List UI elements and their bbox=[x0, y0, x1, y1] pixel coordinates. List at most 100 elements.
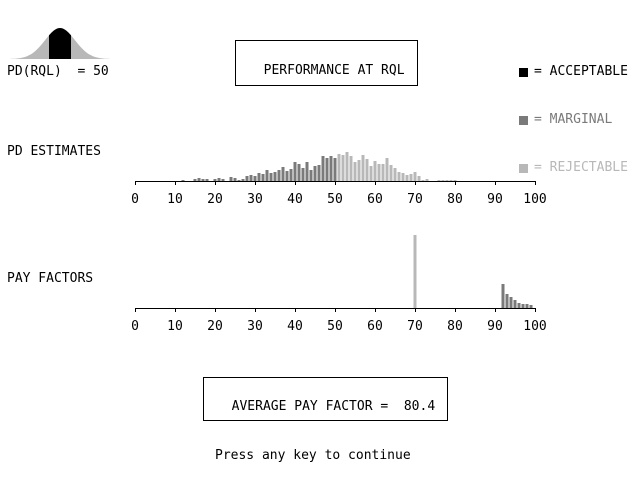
pd-estimates-bar bbox=[381, 164, 385, 181]
pd-estimates-bar bbox=[441, 180, 445, 181]
pd-estimates-bar bbox=[397, 172, 401, 181]
pd-estimates-bar bbox=[333, 158, 337, 181]
pd-estimates-bar bbox=[365, 159, 369, 181]
pd-estimates-tick-label: 50 bbox=[327, 192, 343, 207]
pd-estimates-tick-label: 10 bbox=[167, 192, 183, 207]
pd-estimates-bar bbox=[389, 165, 393, 181]
pd-estimates-bar bbox=[261, 174, 265, 181]
pd-estimates-bar bbox=[297, 164, 301, 181]
chart2-ylabel: PAY FACTORS bbox=[7, 271, 94, 286]
pay-factors-tick-label: 40 bbox=[287, 319, 303, 334]
pd-estimates-bar bbox=[265, 170, 269, 181]
pay-factors-bar bbox=[525, 304, 529, 308]
pay-factors-tick-label: 10 bbox=[167, 319, 183, 334]
pd-estimates-bar bbox=[409, 174, 413, 181]
pd-estimates-bar bbox=[385, 158, 389, 181]
pd-estimates-bar bbox=[393, 168, 397, 181]
pd-estimates-tick-label: 30 bbox=[247, 192, 263, 207]
pd-estimates-bar bbox=[321, 156, 325, 181]
average-pay-factor-box: AVERAGE PAY FACTOR = 80.4 bbox=[203, 377, 449, 421]
pay-factors-tick-label: 20 bbox=[207, 319, 223, 334]
pd-estimates-bar bbox=[281, 167, 285, 181]
pd-estimates-bar bbox=[369, 166, 373, 181]
legend-swatch-acceptable bbox=[519, 67, 528, 77]
pay-factors-bar bbox=[521, 304, 525, 308]
pd-estimates-bar bbox=[361, 155, 365, 181]
pd-estimates-bar bbox=[437, 180, 441, 181]
legend: = ACCEPTABLE = MARGINAL = REJECTABLE bbox=[519, 32, 628, 192]
pd-estimates-bar bbox=[349, 156, 353, 181]
pd-estimates-bar bbox=[253, 176, 257, 181]
pd-estimates-tick-label: 40 bbox=[287, 192, 303, 207]
pd-rql-label: PD(RQL) = 50 bbox=[7, 64, 109, 79]
pd-estimates-bar bbox=[269, 173, 273, 181]
pd-estimates-bar bbox=[245, 176, 249, 181]
continue-prompt[interactable]: Press any key to continue bbox=[215, 448, 411, 463]
pay-factors-tick-label: 90 bbox=[487, 319, 503, 334]
pd-estimates-bar bbox=[229, 177, 233, 181]
pd-estimates-bar bbox=[345, 152, 349, 181]
pd-estimates-bar bbox=[405, 175, 409, 181]
pay-factors-bar bbox=[505, 294, 509, 308]
pd-estimates-bar bbox=[445, 180, 449, 181]
pd-estimates-bar bbox=[329, 156, 333, 181]
pd-estimates-bar bbox=[205, 179, 209, 181]
pay-factors-tick-label: 70 bbox=[407, 319, 423, 334]
pd-estimates-tick-label: 100 bbox=[523, 192, 546, 207]
pay-factors-tick-label: 0 bbox=[131, 319, 139, 334]
pd-estimates-bar bbox=[221, 179, 225, 181]
pay-factors-bar bbox=[517, 303, 521, 308]
pd-estimates-bar bbox=[289, 169, 293, 181]
legend-swatch-rejectable bbox=[519, 163, 528, 173]
pay-factors-tick-label: 100 bbox=[523, 319, 546, 334]
legend-item-acceptable: = ACCEPTABLE bbox=[519, 64, 628, 80]
pd-estimates-bar bbox=[313, 166, 317, 181]
pd-estimates-bar bbox=[213, 179, 217, 181]
pd-estimates-bar bbox=[453, 180, 457, 181]
pd-estimates-bar bbox=[309, 170, 313, 181]
average-pay-factor-label: AVERAGE PAY FACTOR = bbox=[231, 399, 389, 414]
pay-factors-tick-label: 60 bbox=[367, 319, 383, 334]
page-title: PERFORMANCE AT RQL bbox=[235, 40, 418, 86]
pd-estimates-bar bbox=[341, 155, 345, 181]
pd-estimates-bar bbox=[373, 161, 377, 181]
pd-estimates-bar bbox=[337, 154, 341, 181]
pd-estimates-bar bbox=[233, 178, 237, 181]
pd-estimates-bar bbox=[377, 164, 381, 181]
pd-estimates-bar bbox=[285, 171, 289, 181]
pay-factors-bar bbox=[509, 297, 513, 308]
pd-estimates-bar bbox=[217, 178, 221, 181]
pay-factors-tick-label: 30 bbox=[247, 319, 263, 334]
pd-estimates-bar bbox=[449, 180, 453, 181]
pay-factors-tick-label: 80 bbox=[447, 319, 463, 334]
pd-estimates-bar bbox=[421, 180, 425, 181]
pd-estimates-bar bbox=[193, 179, 197, 181]
legend-item-rejectable: = REJECTABLE bbox=[519, 160, 628, 176]
pd-estimates-bar bbox=[181, 180, 185, 181]
pd-estimates-tick-label: 80 bbox=[447, 192, 463, 207]
pd-estimates-bar bbox=[249, 175, 253, 181]
pd-estimates-tick-label: 0 bbox=[131, 192, 139, 207]
pd-estimates-bar bbox=[325, 158, 329, 181]
pd-estimates-bar bbox=[273, 172, 277, 181]
pd-estimates-bar bbox=[413, 172, 417, 181]
pay-factors-tick-label: 50 bbox=[327, 319, 343, 334]
pd-estimates-bar bbox=[353, 162, 357, 181]
pd-estimates-bar bbox=[357, 160, 361, 181]
pd-estimates-bar bbox=[401, 173, 405, 181]
pd-estimates-bar bbox=[305, 162, 309, 181]
pd-estimates-bar bbox=[425, 179, 429, 181]
legend-swatch-marginal bbox=[519, 115, 528, 125]
pay-factors-bar bbox=[513, 300, 517, 308]
pd-estimates-bar bbox=[237, 180, 241, 181]
pay-factors-bar bbox=[501, 284, 505, 308]
legend-item-marginal: = MARGINAL bbox=[519, 112, 628, 128]
pd-estimates-bar bbox=[301, 168, 305, 181]
pd-estimates-bar bbox=[257, 173, 261, 181]
pd-estimates-bar bbox=[317, 165, 321, 181]
chart1-ylabel: PD ESTIMATES bbox=[7, 144, 101, 159]
average-pay-factor-value: 80.4 bbox=[403, 399, 436, 414]
pay-factors-bar bbox=[413, 235, 417, 308]
